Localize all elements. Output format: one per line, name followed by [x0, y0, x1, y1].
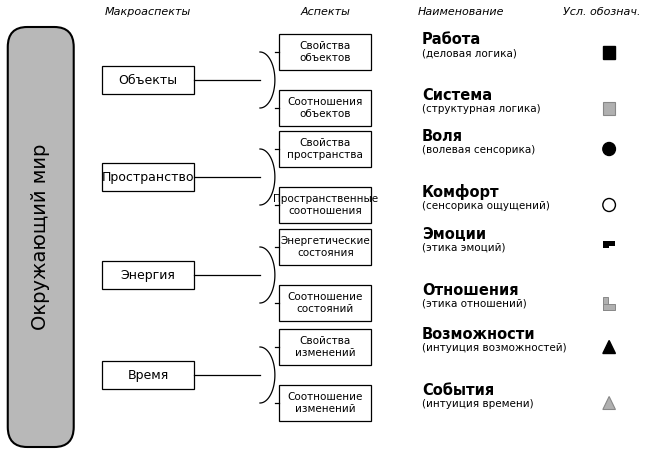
Text: Свойства
изменений: Свойства изменений: [295, 336, 356, 358]
Bar: [102, 361, 194, 389]
Bar: [279, 285, 372, 321]
Text: Соотношение
состояний: Соотношение состояний: [288, 292, 363, 314]
Bar: [279, 90, 372, 126]
Text: Свойства
пространства: Свойства пространства: [288, 138, 363, 160]
Circle shape: [603, 199, 615, 211]
Text: Энергия: Энергия: [121, 268, 175, 282]
Text: Система: Система: [422, 88, 492, 103]
Bar: [603, 46, 615, 58]
Text: Аспекты: Аспекты: [301, 7, 350, 17]
Bar: [279, 131, 372, 167]
Text: Пространство: Пространство: [102, 171, 194, 183]
Text: Наименование: Наименование: [417, 7, 504, 17]
Bar: [279, 34, 372, 70]
Bar: [603, 240, 615, 247]
Text: (интуиция возможностей): (интуиция возможностей): [422, 343, 566, 353]
Text: (сенсорика ощущений): (сенсорика ощущений): [422, 201, 550, 211]
Text: (интуиция времени): (интуиция времени): [422, 399, 533, 409]
Text: (этика отношений): (этика отношений): [422, 299, 527, 309]
FancyBboxPatch shape: [8, 27, 74, 447]
Text: Энергетические
состояния: Энергетические состояния: [281, 236, 370, 258]
Bar: [603, 296, 608, 310]
Text: (волевая сенсорика): (волевая сенсорика): [422, 145, 535, 155]
Polygon shape: [603, 397, 615, 409]
Text: Свойства
объектов: Свойства объектов: [300, 41, 351, 63]
Bar: [102, 163, 194, 191]
Bar: [603, 102, 615, 114]
Text: Время: Время: [127, 369, 168, 381]
Text: Пространственные
соотношения: Пространственные соотношения: [273, 194, 378, 216]
Text: Соотношения
объектов: Соотношения объектов: [288, 97, 363, 119]
Text: Комфорт: Комфорт: [422, 184, 500, 200]
Text: (этика эмоций): (этика эмоций): [422, 243, 506, 253]
Polygon shape: [603, 341, 615, 353]
Text: Объекты: Объекты: [118, 74, 177, 86]
Text: (структурная логика): (структурная логика): [422, 104, 541, 114]
Text: Возможности: Возможности: [422, 327, 535, 342]
Bar: [279, 187, 372, 223]
Text: Соотношение
изменений: Соотношение изменений: [288, 392, 363, 414]
Bar: [603, 304, 615, 310]
Text: (деловая логика): (деловая логика): [422, 48, 517, 58]
Text: Окружающий мир: Окружающий мир: [31, 144, 50, 330]
Circle shape: [603, 142, 615, 155]
Bar: [102, 261, 194, 289]
Text: Работа: Работа: [422, 32, 481, 47]
Text: Макроаспекты: Макроаспекты: [104, 7, 191, 17]
Text: Отношения: Отношения: [422, 283, 519, 298]
Bar: [279, 385, 372, 421]
Bar: [279, 229, 372, 265]
Text: Эмоции: Эмоции: [422, 227, 486, 242]
Text: Воля: Воля: [422, 129, 463, 144]
Text: События: События: [422, 383, 494, 398]
Text: Усл. обознач.: Усл. обознач.: [562, 7, 640, 17]
Bar: [603, 240, 608, 247]
Bar: [102, 66, 194, 94]
Bar: [279, 329, 372, 365]
